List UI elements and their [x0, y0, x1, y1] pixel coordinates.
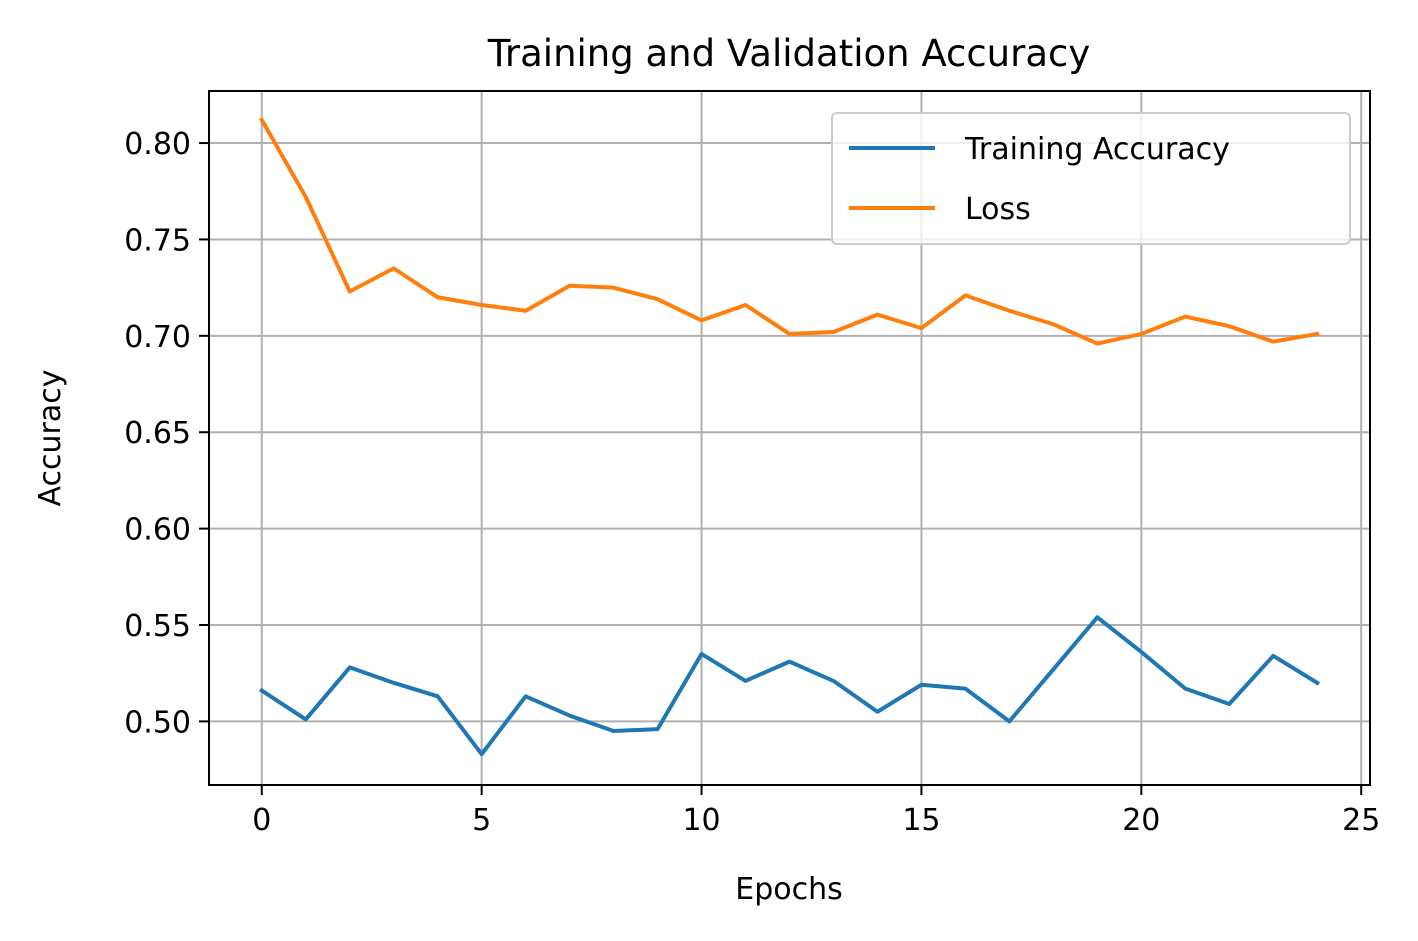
x-tick-label: 10 — [682, 803, 720, 838]
series-line-training-accuracy — [259, 615, 1320, 757]
x-tick-label: 20 — [1122, 803, 1160, 838]
plot-area-frame — [208, 90, 1371, 786]
x-tick-label: 0 — [252, 803, 271, 838]
y-tick-label: 0.80 — [124, 127, 191, 162]
y-tick-label: 0.55 — [124, 609, 191, 644]
y-tick-label: 0.65 — [124, 416, 191, 451]
series-line-loss — [259, 117, 1320, 346]
y-tick-label: 0.70 — [124, 320, 191, 355]
y-tick-label: 0.60 — [124, 513, 191, 548]
y-axis-label: Accuracy — [33, 370, 68, 507]
y-axis-ticks: 0.50 0.55 0.60 0.65 0.70 0.75 0.80 — [124, 127, 209, 740]
y-tick-label: 0.50 — [124, 705, 191, 740]
x-tick-label: 25 — [1342, 803, 1380, 838]
x-tick-label: 15 — [902, 803, 940, 838]
x-axis-ticks: 0 5 10 15 20 25 — [252, 785, 1380, 838]
x-tick-label: 5 — [472, 803, 491, 838]
legend: Training Accuracy Loss — [831, 112, 1351, 245]
legend-label-training-accuracy: Training Accuracy — [964, 132, 1230, 167]
series-layer — [259, 117, 1320, 757]
x-axis-label: Epochs — [735, 872, 843, 907]
legend-label-loss: Loss — [965, 192, 1031, 227]
chart-title: Training and Validation Accuracy — [487, 32, 1091, 75]
legend-box — [831, 112, 1351, 245]
y-tick-label: 0.75 — [124, 223, 191, 258]
